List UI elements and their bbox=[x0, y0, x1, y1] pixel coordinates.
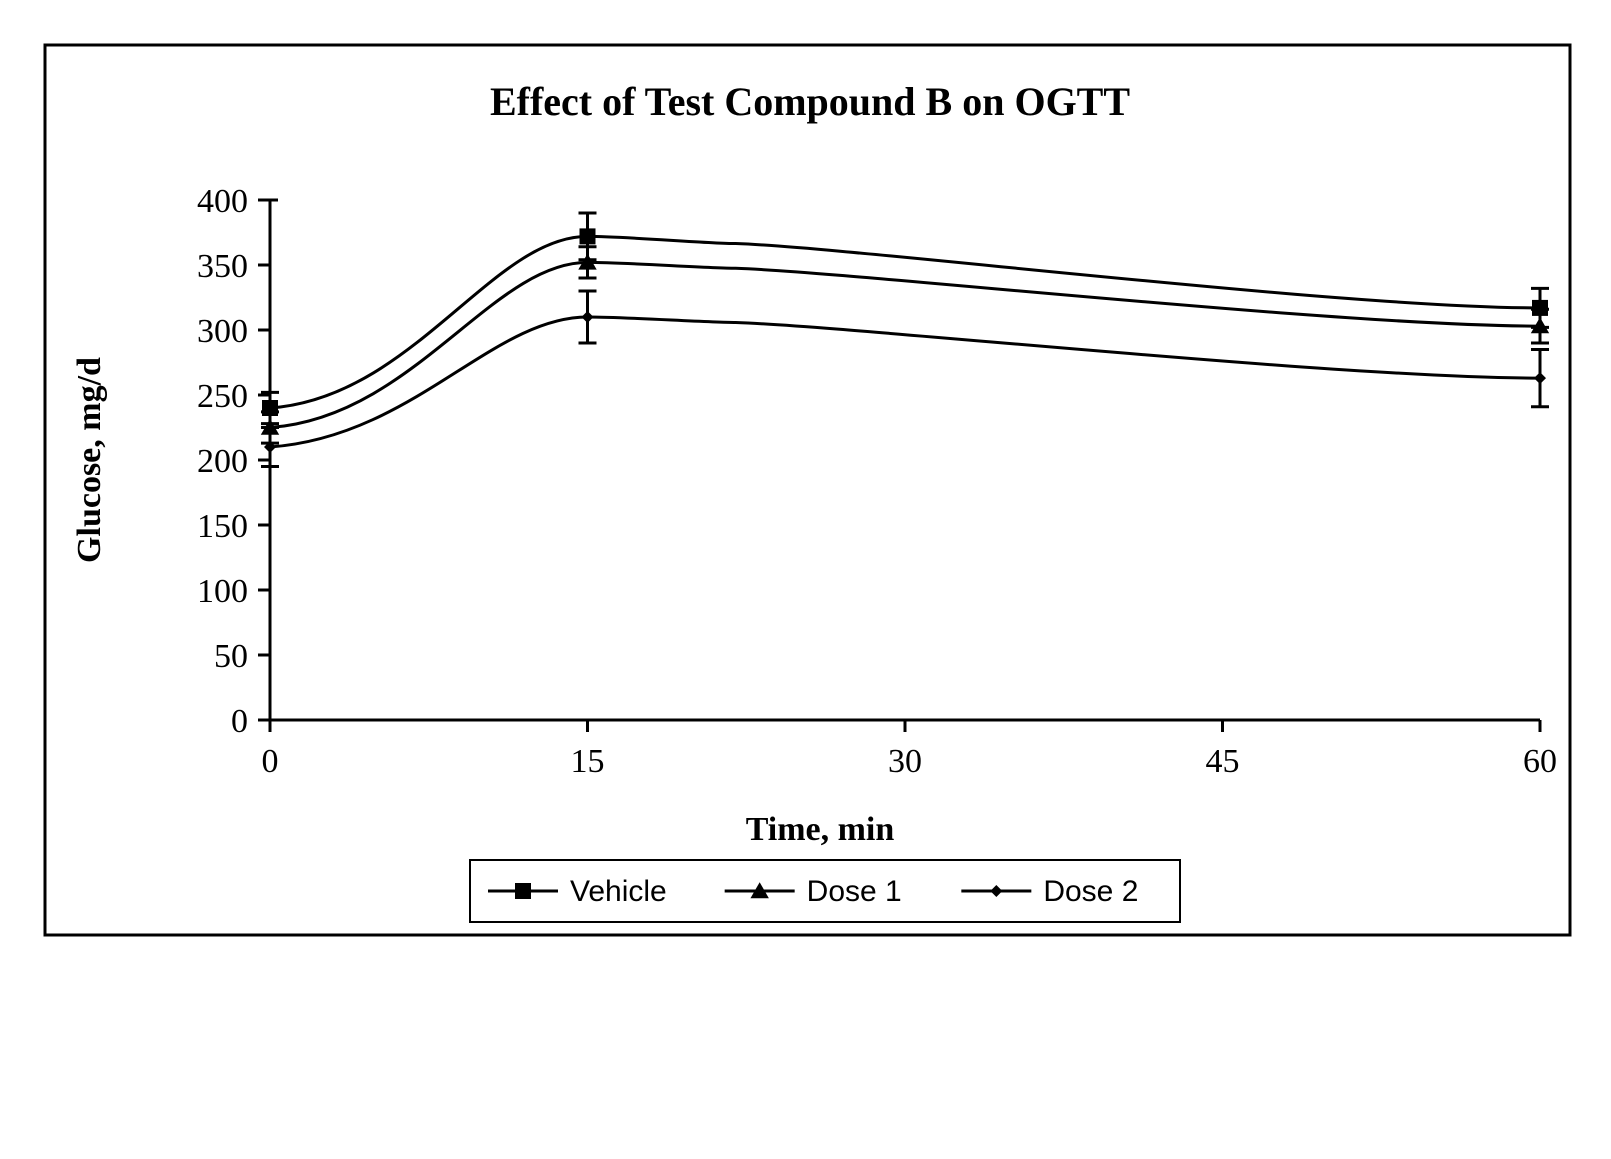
outer-frame bbox=[45, 45, 1570, 935]
legend-marker-square-icon bbox=[515, 883, 531, 899]
y-tick-label: 150 bbox=[197, 508, 248, 545]
legend-label: Vehicle bbox=[570, 875, 667, 908]
marker-square-icon bbox=[580, 228, 596, 244]
x-tick-label: 0 bbox=[262, 743, 279, 780]
y-tick-label: 250 bbox=[197, 378, 248, 415]
y-tick-label: 0 bbox=[231, 703, 248, 740]
x-tick-label: 30 bbox=[888, 743, 922, 780]
ogtt-line-chart: Effect of Test Compound B on OGTT 0 50 100 1… bbox=[0, 0, 1611, 1159]
legend-label: Dose 2 bbox=[1043, 875, 1138, 908]
chart-container: Effect of Test Compound B on OGTT 0 50 100 1… bbox=[0, 0, 1611, 1159]
y-tick-label: 300 bbox=[197, 313, 248, 350]
x-tick-label: 45 bbox=[1206, 743, 1240, 780]
y-tick-label: 200 bbox=[197, 443, 248, 480]
x-axis-label: Time, min bbox=[746, 811, 895, 848]
legend-label: Dose 1 bbox=[807, 875, 902, 908]
y-axis-label: Glucose, mg/d bbox=[71, 357, 108, 563]
x-tick-label: 15 bbox=[571, 743, 605, 780]
chart-title: Effect of Test Compound B on OGTT bbox=[490, 79, 1130, 124]
y-tick-label: 50 bbox=[214, 638, 248, 675]
y-tick-label: 100 bbox=[197, 573, 248, 610]
y-tick-label: 400 bbox=[197, 183, 248, 220]
x-tick-label: 60 bbox=[1523, 743, 1557, 780]
y-tick-label: 350 bbox=[197, 248, 248, 285]
